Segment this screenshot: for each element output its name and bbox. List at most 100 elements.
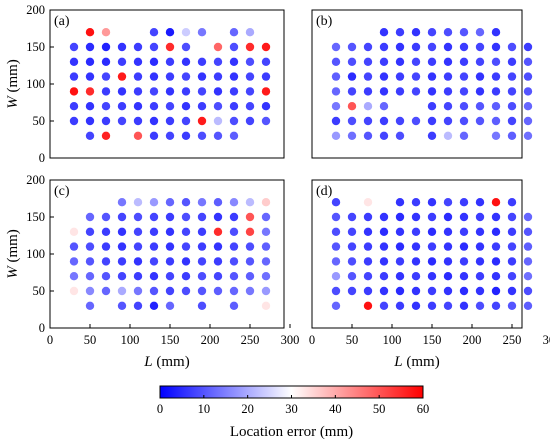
data-point (427, 301, 437, 310)
data-point (229, 102, 239, 111)
data-point (133, 227, 143, 236)
data-point (229, 42, 239, 52)
data-point (213, 198, 223, 207)
data-point (149, 116, 159, 126)
data-point (395, 87, 405, 96)
x-tick-label: 0 (47, 333, 53, 347)
data-point (523, 242, 533, 251)
data-point (85, 131, 95, 140)
data-point (133, 257, 143, 266)
data-point (165, 42, 175, 52)
data-point (363, 286, 373, 296)
data-point (181, 212, 191, 222)
data-point (229, 131, 239, 140)
data-point (69, 227, 79, 236)
data-point (85, 257, 95, 266)
data-point (165, 57, 175, 66)
x-tick-label: 250 (241, 333, 260, 347)
data-point (331, 242, 341, 251)
data-point (261, 42, 271, 52)
data-point (395, 116, 405, 126)
data-point (165, 102, 175, 111)
data-point (347, 116, 357, 126)
data-point (197, 42, 207, 52)
data-point (443, 198, 453, 207)
data-point (69, 286, 79, 296)
data-point (117, 301, 127, 310)
data-point (523, 272, 533, 281)
data-point (331, 257, 341, 266)
data-point (475, 116, 485, 126)
data-point (475, 72, 485, 81)
data-point (261, 301, 271, 310)
data-point (101, 131, 111, 140)
data-point (491, 198, 501, 207)
data-point (443, 72, 453, 81)
x-tick-label: 200 (201, 333, 220, 347)
data-point (459, 116, 469, 126)
data-point (261, 272, 271, 281)
data-point (197, 227, 207, 236)
data-point (507, 72, 517, 81)
data-point (523, 116, 533, 126)
data-point (427, 227, 437, 236)
data-point (411, 116, 421, 126)
data-point (213, 102, 223, 111)
y-tick-label: 50 (33, 284, 46, 298)
data-point (101, 257, 111, 266)
data-point (443, 28, 453, 37)
data-point (491, 116, 501, 126)
x-tick-label: 150 (161, 333, 180, 347)
data-point (379, 57, 389, 66)
data-point (229, 242, 239, 251)
data-point (133, 212, 143, 222)
data-point (213, 57, 223, 66)
y-tick-label: 150 (26, 210, 45, 224)
data-point (379, 257, 389, 266)
data-point (459, 272, 469, 281)
data-point (261, 212, 271, 222)
data-point (347, 57, 357, 66)
data-point (491, 227, 501, 236)
data-point (347, 102, 357, 111)
data-point (213, 212, 223, 222)
data-point (507, 286, 517, 296)
data-point (149, 87, 159, 96)
data-point (411, 28, 421, 37)
data-point (379, 242, 389, 251)
data-point (331, 212, 341, 222)
data-point (443, 227, 453, 236)
data-point (491, 257, 501, 266)
data-point (213, 286, 223, 296)
x-tick-label: 0 (309, 333, 315, 347)
data-point (395, 257, 405, 266)
data-point (85, 227, 95, 236)
data-point (411, 286, 421, 296)
data-point (347, 42, 357, 52)
data-point (395, 286, 405, 296)
data-point (101, 242, 111, 251)
data-point (245, 28, 255, 37)
data-point (331, 286, 341, 296)
y-tick-label: 100 (26, 247, 45, 261)
data-point (475, 212, 485, 222)
data-point (475, 87, 485, 96)
data-point (411, 212, 421, 222)
data-point (117, 57, 127, 66)
data-point (379, 272, 389, 281)
data-point (491, 42, 501, 52)
colorbar-tick-label: 0 (157, 402, 163, 416)
data-point (165, 301, 175, 310)
data-point (197, 116, 207, 126)
data-point (427, 87, 437, 96)
data-point (197, 272, 207, 281)
data-point (261, 257, 271, 266)
y-tick-label: 0 (39, 321, 45, 335)
x-tick-label: 50 (346, 333, 359, 347)
colorbar-label: Location error (mm) (230, 424, 353, 440)
data-point (331, 227, 341, 236)
data-point (443, 102, 453, 111)
data-point (443, 286, 453, 296)
data-point (507, 227, 517, 236)
